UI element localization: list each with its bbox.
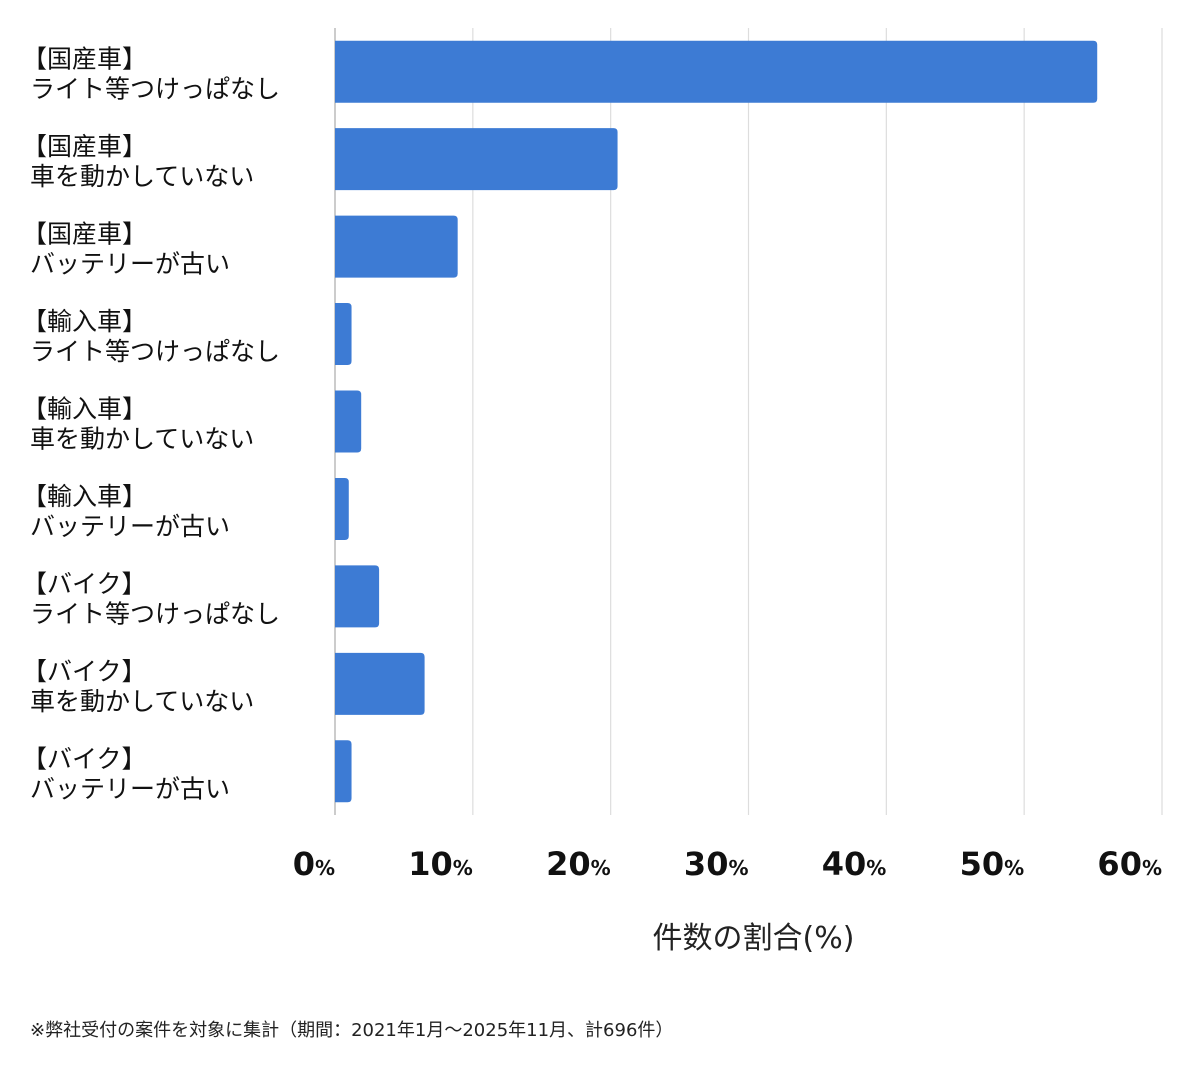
x-axis-title: 件数の割合(%) (653, 921, 855, 956)
y-category-label: 【国産車】車を動かしていない (22, 132, 254, 191)
footnote: ※弊社受付の案件を対象に集計（期間：2021年1月〜2025年11月、計696件… (30, 1020, 674, 1041)
y-category-label: 【輸入車】バッテリーが古い (22, 482, 230, 541)
y-category-label: 【輸入車】ライト等つけっぱなし (22, 307, 280, 366)
x-tick-label: 20% (546, 845, 611, 883)
y-category-label: 【バイク】ライト等つけっぱなし (22, 569, 280, 628)
bar (335, 565, 380, 628)
x-tick-label: 50% (960, 845, 1025, 883)
y-category-label: 【国産車】バッテリーが古い (22, 220, 230, 279)
y-category-label: 【バイク】バッテリーが古い (22, 744, 230, 803)
x-tick-label: 40% (822, 845, 887, 883)
x-tick-label: 10% (408, 845, 473, 883)
bar (335, 652, 425, 715)
bar (335, 390, 362, 453)
bar-chart: 0% 10% 20% 30% 40% 50% 60% 【国産車】ライト等つけっぱなし【国産車】… (22, 28, 1163, 956)
bar (334, 40, 1098, 103)
x-tick-label: 60% (1097, 845, 1162, 883)
x-tick-label: 0% (293, 845, 335, 883)
bar (335, 128, 618, 191)
bar (335, 740, 352, 803)
y-category-label: 【バイク】車を動かしていない (22, 657, 254, 716)
y-category-label: 【輸入車】車を動かしていない (22, 395, 254, 454)
bar (335, 215, 458, 278)
x-tick-label: 30% (684, 845, 749, 883)
bar (335, 303, 352, 366)
bar (335, 477, 349, 540)
y-category-label: 【国産車】ライト等つけっぱなし (22, 45, 280, 104)
